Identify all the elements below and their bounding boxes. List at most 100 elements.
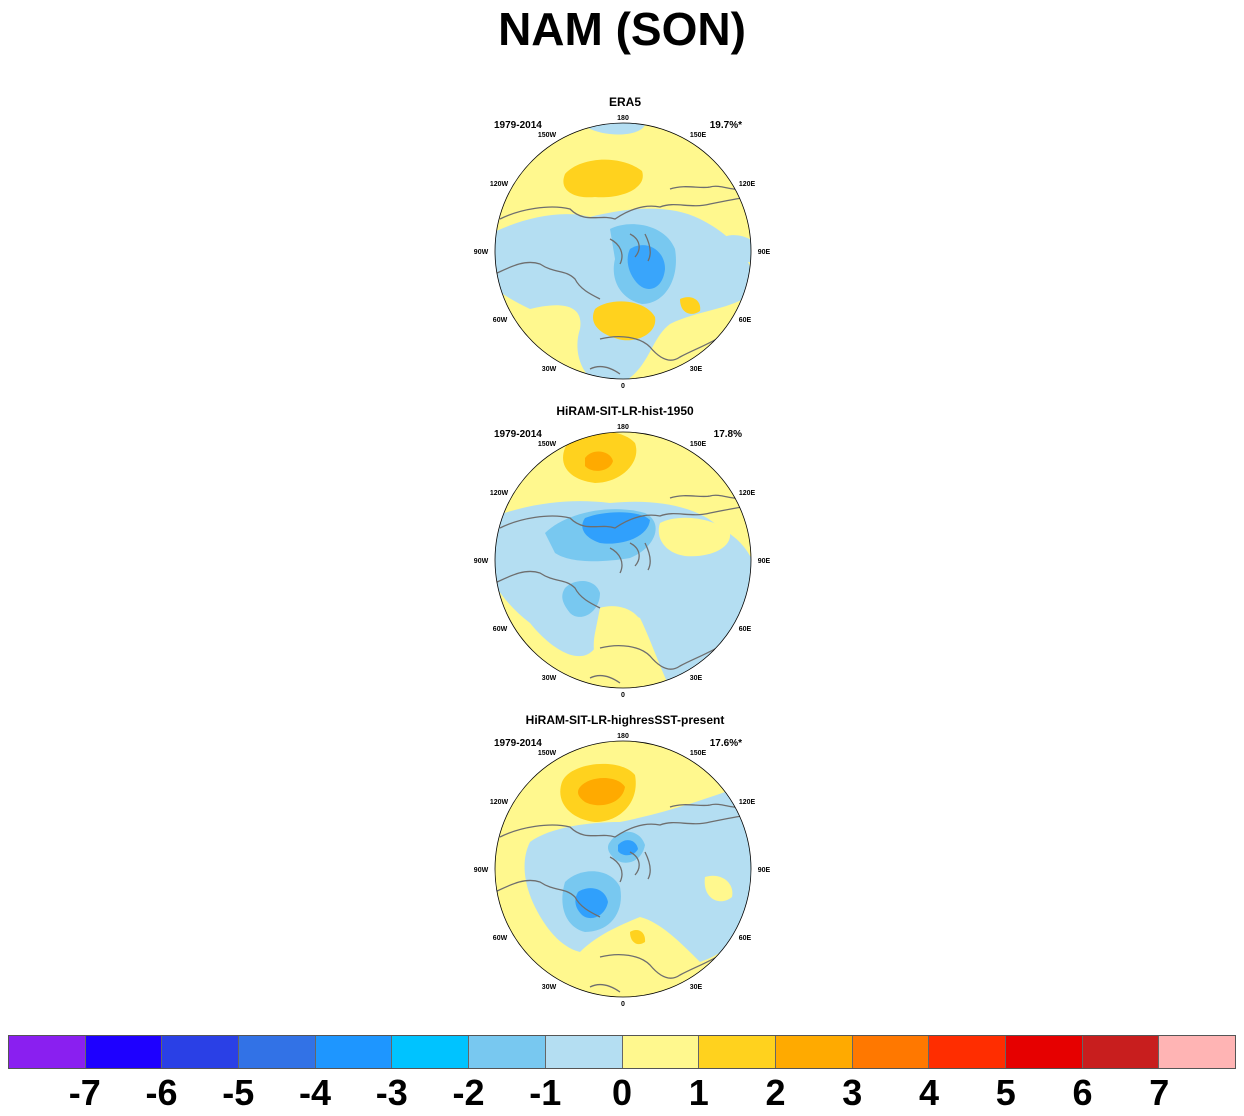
colorbar-labels: -7 -6 -5 -4 -3 -2 -1 0 1 2 3 4 5 6 7 [0, 1072, 1244, 1116]
panel-title: HiRAM-SIT-LR-hist-1950 [556, 404, 694, 418]
negative-core-south [562, 581, 600, 617]
variance-explained: 17.6%* [709, 738, 742, 749]
positive-anomaly-small [680, 297, 701, 314]
colorbar-tick-label: -5 [222, 1072, 255, 1113]
colorbar-box [699, 1036, 776, 1068]
panel-title: HiRAM-SIT-LR-highresSST-present [525, 713, 725, 727]
lon-label-120e: 120E [739, 181, 756, 188]
negative-core-north-inner [618, 840, 638, 856]
lon-label-30w: 30W [542, 675, 557, 682]
colorbar-box [239, 1036, 316, 1068]
lon-label-120w: 120W [490, 181, 509, 188]
lon-label-0: 0 [621, 383, 625, 390]
lon-label-30w: 30W [542, 366, 557, 373]
colorbar-tick-label: 3 [842, 1072, 863, 1113]
panel-period: 1979-2014 [494, 429, 542, 440]
positive-core [577, 778, 625, 806]
lon-label-150w: 150W [538, 132, 557, 139]
lon-label-30e: 30E [690, 675, 703, 682]
colorbar-box [469, 1036, 546, 1068]
lon-label-120e: 120E [739, 490, 756, 497]
map-boundary [494, 122, 752, 380]
coastlines [495, 803, 749, 993]
colorbar-tick-label: -2 [452, 1072, 485, 1113]
negative-core-inner [627, 245, 665, 289]
coastlines [495, 494, 749, 684]
lon-label-120w: 120W [490, 799, 509, 806]
lon-label-90e: 90E [758, 867, 771, 874]
colorbar-box [775, 1036, 853, 1068]
colorbar-tick-label: -3 [375, 1072, 408, 1113]
colorbar-tick-label: 1 [688, 1072, 709, 1113]
lon-label-30w: 30W [542, 984, 557, 991]
colorbar-tick-label: 6 [1072, 1072, 1093, 1113]
lon-label-150e: 150E [690, 132, 707, 139]
colorbar-tick-label: 4 [918, 1072, 940, 1113]
lon-label-60e: 60E [739, 935, 752, 942]
colorbar-box [162, 1036, 240, 1068]
lon-label-150e: 150E [690, 750, 707, 757]
colorbar-tick-label: 2 [765, 1072, 786, 1113]
lon-label-150w: 150W [538, 441, 557, 448]
colorbar-box [85, 1036, 163, 1068]
negative-anomaly-region [495, 208, 751, 379]
lon-label-60w: 60W [493, 626, 508, 633]
colorbar-box [622, 1036, 700, 1068]
lon-label-150e: 150E [690, 441, 707, 448]
colorbar-box [1005, 1036, 1083, 1068]
map-boundary [494, 740, 752, 998]
negative-core-inner [575, 888, 608, 919]
variance-explained: 17.8% [713, 429, 742, 440]
lon-label-180: 180 [617, 115, 629, 122]
positive-anomaly-inset [704, 875, 733, 902]
lon-label-60w: 60W [493, 935, 508, 942]
polar-map: 180 150E 120E 90E 60E 30E 0 30W 60W 90W … [474, 424, 771, 699]
colorbar-box [545, 1036, 623, 1068]
lon-label-0: 0 [621, 1001, 625, 1008]
map-boundary [494, 431, 752, 689]
colorbar-tick-label: -6 [145, 1072, 178, 1113]
colorbar-box [852, 1036, 930, 1068]
colorbar-box [1082, 1036, 1160, 1068]
colorbar-box [929, 1036, 1006, 1068]
lon-label-120e: 120E [739, 799, 756, 806]
lon-label-60e: 60E [739, 626, 752, 633]
lon-label-90w: 90W [474, 558, 489, 565]
lon-label-60e: 60E [739, 317, 752, 324]
colorbar-tick-label: -4 [298, 1072, 332, 1113]
polar-map: 180 150E 120E 90E 60E 30E 0 30W 60W 90W … [474, 115, 771, 390]
lon-label-90e: 90E [758, 249, 771, 256]
lon-label-0: 0 [621, 692, 625, 699]
lon-label-30e: 30E [690, 984, 703, 991]
lon-label-30e: 30E [690, 366, 703, 373]
lon-label-90w: 90W [474, 249, 489, 256]
positive-anomaly-inset [658, 517, 731, 557]
lon-label-180: 180 [617, 424, 629, 431]
map-panel-hist-1950: HiRAM-SIT-LR-hist-1950 1979-2014 17.8% [470, 404, 780, 704]
negative-anomaly-top [580, 123, 645, 135]
panel-period: 1979-2014 [494, 120, 542, 131]
lon-label-180: 180 [617, 733, 629, 740]
colorbar-box [9, 1036, 86, 1068]
colorbar [8, 1035, 1236, 1069]
panel-period: 1979-2014 [494, 738, 542, 749]
colorbar-box [315, 1036, 393, 1068]
positive-core [585, 451, 613, 471]
coastlines [495, 185, 749, 375]
positive-anomaly-south [592, 301, 656, 341]
map-panel-highressst-present: HiRAM-SIT-LR-highresSST-present 1979-201… [470, 713, 780, 1013]
lon-label-60w: 60W [493, 317, 508, 324]
panel-title: ERA5 [608, 95, 641, 109]
negative-anomaly-right [720, 235, 751, 263]
lon-label-120w: 120W [490, 490, 509, 497]
lon-label-90e: 90E [758, 558, 771, 565]
colorbar-tick-label: 0 [611, 1072, 633, 1113]
variance-explained: 19.7%* [709, 120, 742, 131]
positive-anomaly-north [563, 159, 643, 198]
colorbar-tick-label: -1 [529, 1072, 562, 1113]
positive-anomaly-small [630, 930, 646, 945]
figure-title: NAM (SON) [498, 3, 746, 55]
lon-label-90w: 90W [474, 867, 489, 874]
positive-anomaly-inset-2 [593, 606, 645, 688]
map-panel-era5: ERA5 1979-2014 19.7%* 180 150E [470, 95, 780, 395]
